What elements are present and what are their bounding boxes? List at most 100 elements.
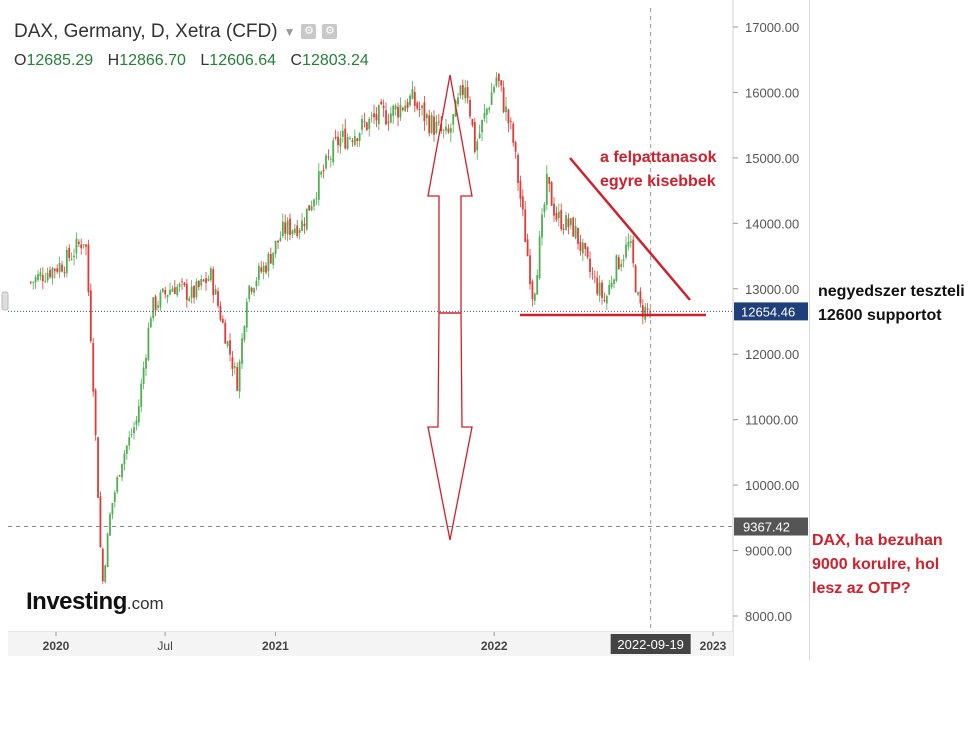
candle-body <box>87 244 90 293</box>
candle <box>70 252 73 261</box>
candle <box>99 491 102 548</box>
candle-body <box>555 213 558 220</box>
candle-body <box>190 286 193 298</box>
candle <box>581 238 584 261</box>
candle <box>320 170 323 178</box>
candle <box>565 211 567 231</box>
candle <box>363 112 366 128</box>
candle-body <box>567 218 570 228</box>
candle-body <box>113 492 116 502</box>
candle-body <box>584 242 587 249</box>
crash-annotation: DAX, ha bezuhan 9000 korulre, hol lesz a… <box>812 529 943 601</box>
candle-body <box>97 437 99 498</box>
candle-body <box>337 136 339 146</box>
candle <box>397 102 399 127</box>
candle <box>169 282 171 296</box>
candle <box>521 189 524 217</box>
candle <box>377 104 380 131</box>
triangle-note-line1: a felpattanasok <box>600 149 717 166</box>
candle <box>200 274 203 290</box>
candle <box>85 243 87 256</box>
candle <box>269 247 272 264</box>
candle <box>121 463 123 482</box>
candle <box>298 227 301 240</box>
candle <box>353 129 356 147</box>
candle-body <box>49 270 51 278</box>
candle <box>116 475 119 495</box>
candle <box>387 113 390 131</box>
candle <box>557 203 560 227</box>
y-tick-label: 12000.00 <box>745 347 799 362</box>
candle <box>541 208 543 246</box>
candle <box>339 130 342 154</box>
candle <box>437 113 440 126</box>
range-arrow-icon <box>427 74 473 541</box>
candle <box>265 261 267 275</box>
candle-body <box>73 255 75 258</box>
candle-body <box>176 286 179 296</box>
candle-body <box>339 138 342 147</box>
candle-body <box>58 262 61 273</box>
candle <box>471 118 474 128</box>
candle-body <box>452 114 455 125</box>
candle-body <box>181 281 183 283</box>
candle-body <box>574 225 577 239</box>
candle-body <box>128 437 131 446</box>
candle <box>80 238 83 255</box>
candle-body <box>541 214 543 238</box>
candle-body <box>101 548 104 582</box>
gear-icon[interactable]: ⚙ <box>322 24 338 40</box>
candle <box>284 214 287 240</box>
price-chart[interactable]: 12654.46 9367.42 2022-09-19 17000.00 16000.… <box>0 0 810 660</box>
candle-body <box>507 109 510 124</box>
support-annotation: negyedszer teszteli 12600 supportot <box>818 280 965 328</box>
date-badge-label: 2022-09-19 <box>617 637 684 652</box>
date-badge <box>610 634 691 654</box>
candle-body <box>37 274 39 280</box>
crash-note-line1: DAX, ha bezuhan <box>812 532 943 549</box>
candle <box>233 361 236 375</box>
candle-body <box>217 291 219 306</box>
candle <box>433 110 435 142</box>
candle <box>111 502 114 520</box>
candle <box>399 97 402 121</box>
chart-header: DAX, Germany, D, Xetra (CFD) ▼ ⚙ ⚙ <box>14 21 338 43</box>
candle-body <box>245 301 248 328</box>
candle <box>154 294 157 317</box>
dropdown-triangle-icon[interactable]: ▼ <box>283 24 296 39</box>
candle-body <box>75 238 78 254</box>
candle-body <box>375 114 378 121</box>
scroll-handle[interactable] <box>1 291 9 311</box>
candle <box>65 246 68 278</box>
price-badge <box>734 302 808 321</box>
candle <box>193 284 195 304</box>
candle-body <box>157 305 159 308</box>
candle <box>212 266 215 304</box>
candle-body <box>411 89 414 99</box>
candle-body <box>89 290 92 342</box>
candle <box>368 116 371 137</box>
candle <box>197 279 200 291</box>
y-tick-label: 13000.00 <box>745 282 799 297</box>
candle-body <box>483 112 486 119</box>
candle-body <box>649 311 651 313</box>
candle-body <box>437 121 440 123</box>
candle-body <box>152 297 155 319</box>
candle <box>221 315 224 324</box>
candle-body <box>200 278 203 286</box>
candle <box>262 261 265 280</box>
candle <box>274 240 277 258</box>
candle <box>250 286 253 295</box>
candle-body <box>121 463 123 478</box>
settings-icon[interactable]: ⚙ <box>301 24 317 40</box>
candle-body <box>349 138 351 139</box>
candle-body <box>605 295 608 304</box>
candle-body <box>147 327 150 360</box>
candle <box>164 286 167 299</box>
candle <box>485 107 488 124</box>
candle-body <box>459 85 462 96</box>
candle <box>430 112 433 135</box>
candle-body <box>490 92 493 105</box>
candle <box>478 124 481 140</box>
candle <box>113 490 116 508</box>
